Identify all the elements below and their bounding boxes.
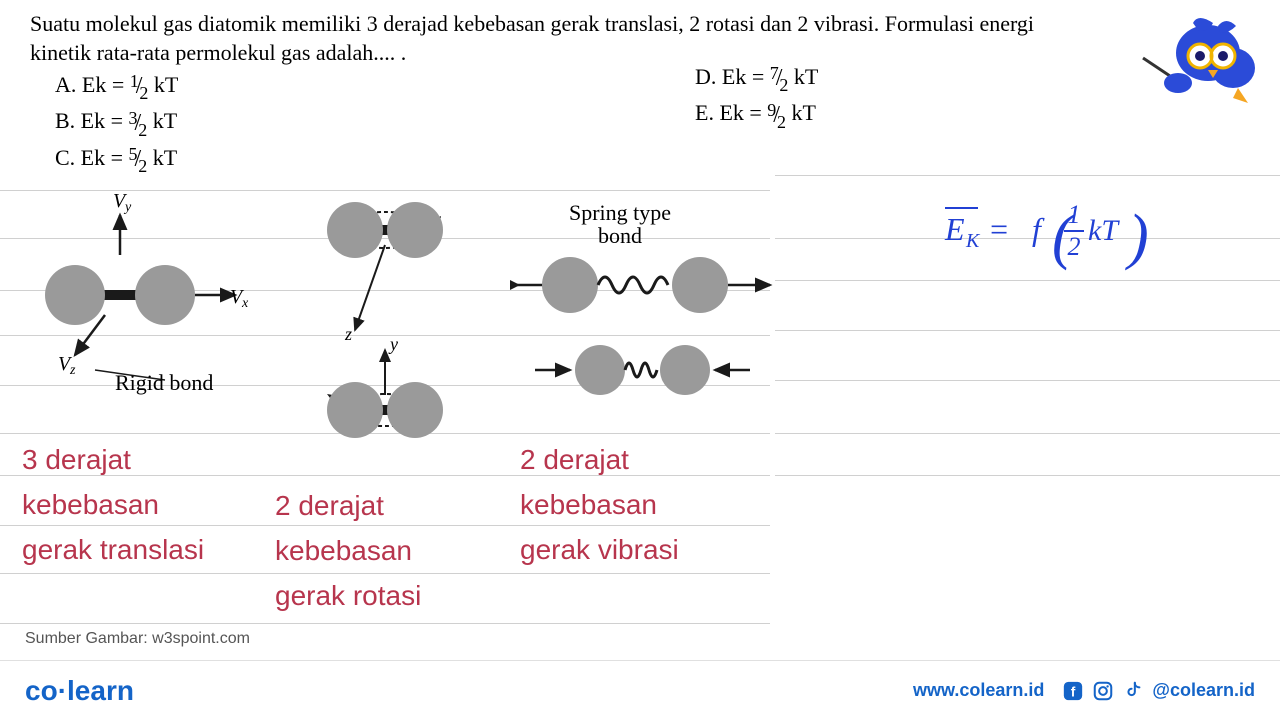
svg-text:f: f: [1071, 684, 1076, 699]
footer: co·learn www.colearn.id f @colearn.id: [0, 660, 1280, 720]
svg-text:y: y: [123, 200, 132, 215]
options-right: D. Ek = 7/2 kT E. Ek = 9/2 kT: [695, 64, 818, 137]
brand-co: co: [25, 675, 58, 706]
svg-text:): ): [1125, 203, 1149, 271]
social-icons: f @colearn.id: [1062, 680, 1255, 702]
ann1-l1: 3 derajat: [22, 438, 204, 483]
opt-a-tail: kT: [148, 72, 178, 97]
spring-label-1: Spring type: [569, 200, 671, 225]
footer-url[interactable]: www.colearn.id: [913, 680, 1044, 701]
option-a: A. Ek = 1/2 kT: [55, 72, 178, 100]
svg-text:=: =: [988, 211, 1010, 247]
svg-text:E: E: [944, 211, 965, 247]
opt-c-label: C. Ek =: [55, 145, 129, 170]
option-b: B. Ek = 3/2 kT: [55, 108, 178, 136]
opt-c-tail: kT: [147, 145, 177, 170]
opt-d-label: D. Ek =: [695, 64, 770, 89]
svg-text:z: z: [69, 363, 76, 378]
brand-learn: learn: [67, 675, 134, 706]
energy-formula: E K = f ( 1 2 kT ): [940, 195, 1170, 283]
facebook-icon[interactable]: f: [1062, 680, 1084, 702]
z-axis-label: z: [344, 324, 352, 344]
rigid-bond-label: Rigid bond: [115, 370, 213, 395]
physics-diagram: V y V x V z Rigid bond z y: [20, 185, 780, 445]
y-axis-label: y: [388, 334, 398, 354]
svg-text:2: 2: [1068, 232, 1081, 261]
opt-e-den: 2: [777, 112, 786, 132]
opt-b-den: 2: [138, 120, 147, 140]
brand-logo: co·learn: [25, 675, 134, 707]
ann2-l3: gerak rotasi: [275, 574, 421, 619]
option-c: C. Ek = 5/2 kT: [55, 145, 178, 173]
opt-e-num: 9: [767, 100, 776, 120]
mascot-icon: [1138, 8, 1268, 108]
ann1-l3: gerak translasi: [22, 528, 204, 573]
options-left: A. Ek = 1/2 kT B. Ek = 3/2 kT C. Ek = 5/…: [55, 72, 178, 181]
question-text: Suatu molekul gas diatomik memiliki 3 de…: [30, 10, 1040, 67]
instagram-icon[interactable]: [1092, 680, 1114, 702]
svg-text:1: 1: [1068, 200, 1081, 229]
image-source: Sumber Gambar: w3spoint.com: [25, 630, 250, 648]
option-d: D. Ek = 7/2 kT: [695, 64, 818, 92]
opt-a-num: 1: [130, 71, 139, 91]
ann3-l2: kebebasan: [520, 483, 679, 528]
ann1-l2: kebebasan: [22, 483, 204, 528]
opt-c-den: 2: [138, 156, 147, 176]
opt-d-tail: kT: [788, 64, 818, 89]
svg-text:kT: kT: [1088, 214, 1120, 247]
opt-b-label: B. Ek =: [55, 108, 129, 133]
annotation-rotation: 2 derajat kebebasan gerak rotasi: [275, 484, 421, 618]
opt-a-label: A. Ek =: [55, 72, 130, 97]
opt-a-den: 2: [139, 83, 148, 103]
social-handle[interactable]: @colearn.id: [1152, 680, 1255, 701]
opt-d-den: 2: [779, 75, 788, 95]
opt-e-label: E. Ek =: [695, 100, 767, 125]
opt-e-tail: kT: [786, 100, 816, 125]
svg-text:x: x: [241, 296, 249, 311]
svg-text:K: K: [965, 230, 981, 252]
annotation-translation: 3 derajat kebebasan gerak translasi: [22, 438, 204, 572]
opt-b-num: 3: [129, 108, 138, 128]
ann2-l2: kebebasan: [275, 529, 421, 574]
option-e: E. Ek = 9/2 kT: [695, 100, 818, 128]
opt-b-tail: kT: [147, 108, 177, 133]
opt-d-num: 7: [770, 63, 779, 83]
spring-label-2: bond: [598, 223, 642, 248]
footer-right: www.colearn.id f @colearn.id: [913, 680, 1255, 702]
ann2-l1: 2 derajat: [275, 484, 421, 529]
opt-c-num: 5: [129, 144, 138, 164]
svg-text:f: f: [1032, 211, 1045, 247]
ann3-l1: 2 derajat: [520, 438, 679, 483]
tiktok-icon[interactable]: [1122, 680, 1144, 702]
ann3-l3: gerak vibrasi: [520, 528, 679, 573]
annotation-vibration: 2 derajat kebebasan gerak vibrasi: [520, 438, 679, 572]
